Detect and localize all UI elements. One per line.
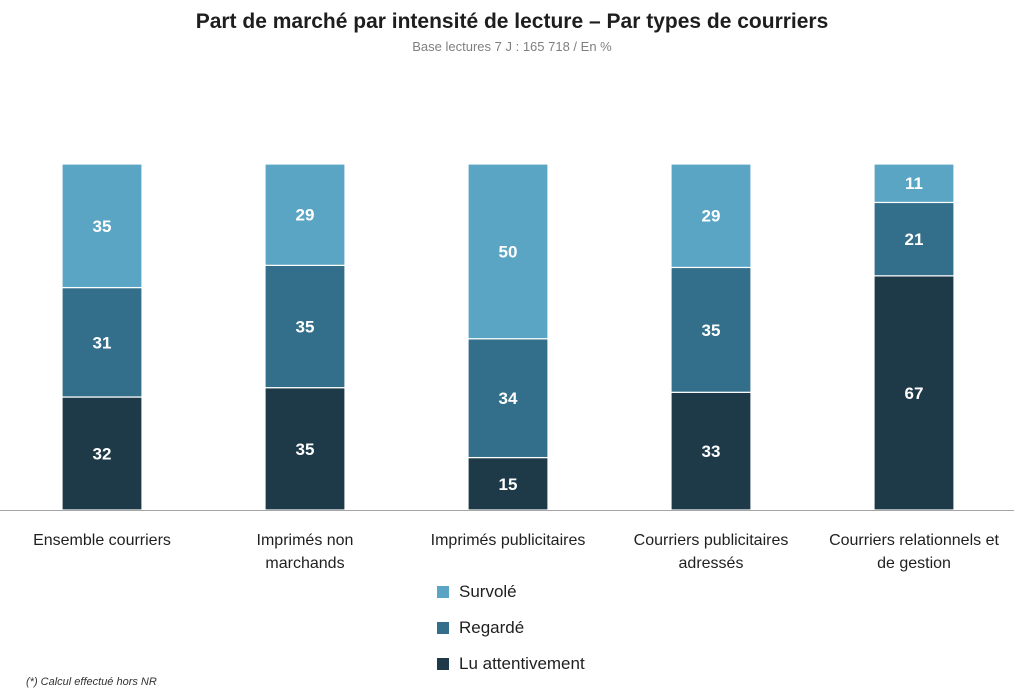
bar-segment (61, 286, 143, 398)
category-label: Ensemble courriers (33, 532, 171, 549)
legend-item: Lu attentivement (437, 646, 647, 682)
data-label: 33 (702, 442, 721, 461)
legend-swatch (437, 622, 449, 634)
category-label: Imprimés publicitaires (431, 532, 586, 549)
data-label: 29 (296, 206, 315, 225)
legend-item: Regardé (437, 610, 647, 646)
legend-label: Survolé (459, 582, 517, 601)
data-label: 32 (93, 445, 112, 464)
bar-segment (467, 338, 549, 459)
bar-segment (670, 266, 752, 393)
data-label: 34 (499, 389, 518, 408)
category-label: adressés (679, 555, 744, 572)
bar-segment (264, 163, 346, 266)
data-label: 21 (905, 230, 924, 249)
legend-label: Regardé (459, 618, 525, 637)
chart-subtitle: Base lectures 7 J : 165 718 / En % (412, 39, 612, 54)
bar-segment (264, 264, 346, 389)
data-label: 15 (499, 475, 518, 494)
category-label: Imprimés non (257, 532, 354, 549)
bar-segment (873, 275, 955, 511)
category-label: Courriers publicitaires (634, 532, 789, 549)
bar-segment (670, 163, 752, 269)
category-label: marchands (265, 555, 344, 572)
data-label: 67 (905, 384, 924, 403)
data-label: 11 (905, 174, 923, 193)
category-label: de gestion (877, 555, 951, 572)
data-label: 29 (702, 207, 721, 226)
data-label: 50 (499, 242, 518, 261)
bar-segment (61, 396, 143, 511)
data-label: 35 (702, 321, 721, 340)
bar-segment (467, 456, 549, 511)
legend-item: Survolé (437, 574, 647, 610)
footnote: (*) Calcul effectué hors NR (26, 676, 157, 688)
legend-swatch (437, 658, 449, 670)
chart-legend: Survolé Regardé Lu attentivement (437, 574, 647, 682)
legend-label: Lu attentivement (459, 654, 585, 673)
bar-segment (467, 163, 549, 340)
category-label: Courriers relationnels et (829, 532, 999, 549)
legend-swatch (437, 586, 449, 598)
bar-segment (61, 163, 143, 289)
data-label: 35 (296, 318, 315, 337)
data-label: 31 (93, 333, 112, 352)
data-label: 35 (93, 217, 112, 236)
bar-segment (873, 201, 955, 277)
data-label: 35 (296, 440, 315, 459)
chart-title: Part de marché par intensité de lecture … (195, 10, 829, 33)
bar-segment (873, 163, 955, 204)
bar-segment (264, 387, 346, 511)
